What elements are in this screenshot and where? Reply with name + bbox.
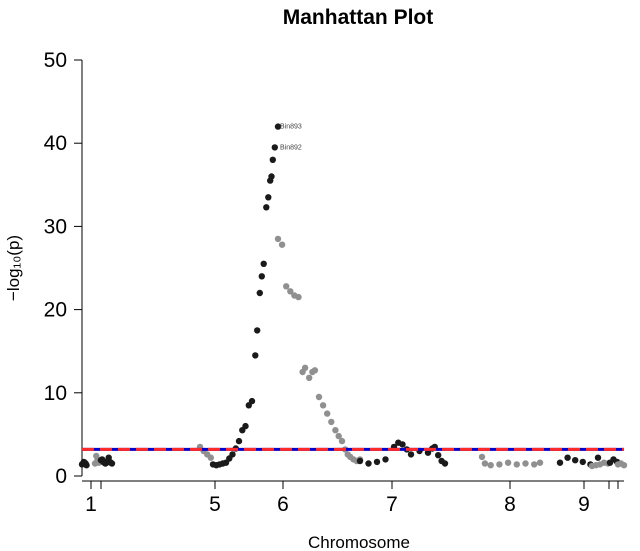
- data-point: [504, 459, 512, 466]
- x-tick-label: 6: [277, 493, 289, 516]
- data-point: [256, 289, 263, 297]
- data-point: [278, 241, 286, 248]
- data-point: [83, 462, 90, 469]
- y-tick-label: 10: [44, 382, 67, 405]
- data-point: [332, 427, 339, 434]
- x-tick-label: 5: [209, 493, 221, 516]
- data-point: [324, 410, 331, 417]
- data-point: [407, 451, 415, 458]
- data-point: [556, 459, 564, 466]
- point-annotation: Bin892: [280, 144, 302, 151]
- data-point: [572, 457, 579, 464]
- y-tick-label: 50: [44, 49, 67, 72]
- data-point: [108, 460, 116, 467]
- data-point: [522, 460, 529, 467]
- data-point: [252, 352, 259, 359]
- chromosome-5-points: [209, 123, 282, 469]
- data-point: [258, 273, 265, 280]
- data-point: [295, 293, 302, 301]
- x-axis-title: Chromosome: [308, 533, 410, 551]
- x-tick-label: 9: [578, 493, 590, 516]
- data-point: [242, 422, 249, 430]
- y-tick-label: 0: [55, 465, 67, 488]
- chromosome-3-points: [97, 454, 116, 467]
- data-point: [254, 327, 261, 334]
- data-point: [356, 457, 364, 465]
- data-point: [441, 460, 449, 467]
- data-point: [620, 462, 628, 469]
- data-point: [382, 456, 389, 463]
- data-point: [399, 441, 406, 448]
- chart-title: Manhattan Plot: [283, 6, 434, 29]
- data-point: [594, 454, 602, 461]
- data-points: [78, 123, 628, 470]
- data-point: [424, 449, 432, 456]
- y-axis: 0 10 20 30 40 50: [44, 49, 83, 488]
- chromosome-12-points: [614, 460, 628, 469]
- y-axis-title: −log₁₀(p): [4, 235, 23, 301]
- data-point: [229, 451, 236, 458]
- data-point: [373, 458, 381, 466]
- data-point: [274, 123, 282, 130]
- y-tick-label: 30: [44, 215, 67, 238]
- data-point: [311, 367, 319, 374]
- data-point: [235, 437, 243, 445]
- point-annotation: Bin893: [280, 124, 302, 131]
- data-point: [435, 452, 442, 459]
- data-point: [531, 461, 538, 468]
- data-point: [207, 454, 214, 461]
- data-point: [315, 393, 323, 401]
- data-point: [260, 260, 267, 267]
- x-axis: 1 5 6 7 8 9: [82, 480, 624, 516]
- data-point: [478, 453, 486, 461]
- data-point: [248, 397, 256, 405]
- data-point: [365, 460, 372, 467]
- y-tick-label: 20: [44, 299, 67, 322]
- data-point: [319, 402, 327, 409]
- data-point: [268, 173, 275, 180]
- data-point: [481, 460, 489, 467]
- chromosome-7-points: [356, 439, 449, 467]
- data-point: [536, 459, 544, 466]
- data-point: [306, 374, 313, 381]
- data-point: [338, 437, 346, 445]
- data-point: [287, 288, 294, 295]
- data-point: [496, 461, 503, 468]
- data-point: [283, 283, 290, 290]
- x-tick-label: 1: [85, 493, 97, 516]
- x-tick-label: 7: [386, 493, 398, 516]
- chromosome-4-points: [196, 443, 214, 461]
- data-point: [301, 364, 309, 371]
- x-tick-label: 8: [504, 493, 516, 516]
- data-point: [328, 418, 335, 426]
- data-point: [513, 461, 520, 468]
- data-point: [269, 156, 276, 163]
- data-point: [335, 432, 342, 440]
- chromosome-6-points: [274, 235, 364, 465]
- data-point: [263, 204, 270, 211]
- data-point: [579, 458, 586, 466]
- data-point: [265, 194, 272, 201]
- chromosome-8-points: [478, 453, 544, 469]
- data-point: [271, 144, 278, 151]
- chromosome-1-points: [78, 458, 90, 469]
- y-tick-label: 40: [44, 132, 67, 155]
- data-point: [487, 462, 494, 469]
- annotations: Bin893 Bin892: [280, 124, 302, 152]
- data-point: [274, 235, 282, 243]
- data-point: [564, 454, 571, 461]
